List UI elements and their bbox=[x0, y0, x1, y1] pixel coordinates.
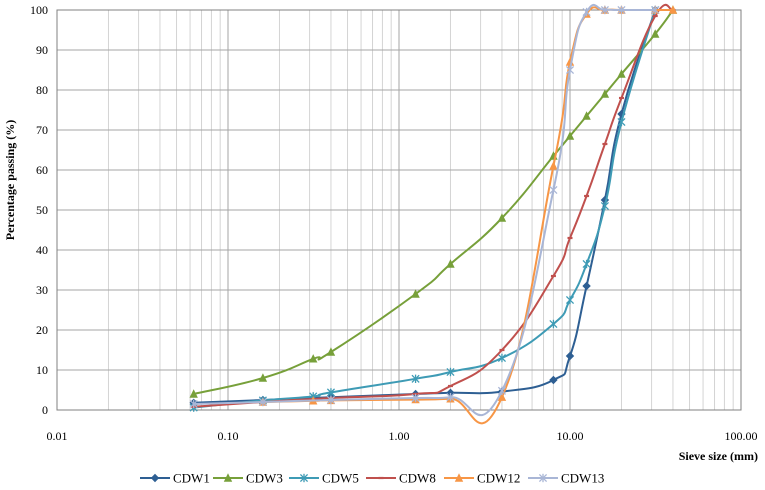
data-point bbox=[549, 185, 558, 195]
plot-area-border bbox=[56, 9, 742, 411]
legend-item-cdw1: CDW1 bbox=[140, 471, 210, 486]
data-point bbox=[446, 367, 455, 377]
data-point bbox=[326, 395, 336, 405]
data-point bbox=[446, 393, 455, 402]
data-point bbox=[617, 5, 626, 15]
legend-label: CDW1 bbox=[173, 471, 210, 486]
data-point bbox=[411, 289, 420, 298]
legend-marker bbox=[150, 473, 160, 483]
x-axis-title: Sieve size (mm) bbox=[679, 449, 758, 463]
y-tick-label: 0 bbox=[42, 403, 48, 417]
legend-item-cdw12: CDW12 bbox=[444, 471, 520, 486]
data-point bbox=[258, 373, 268, 382]
legend-item-cdw3: CDW3 bbox=[213, 471, 283, 486]
data-point bbox=[617, 117, 626, 127]
data-point bbox=[189, 399, 198, 409]
legend-label: CDW13 bbox=[561, 471, 604, 486]
series-line-cdw5 bbox=[193, 9, 657, 409]
legend-label: CDW12 bbox=[477, 471, 520, 486]
data-point bbox=[582, 259, 591, 269]
x-tick-label: 1.00 bbox=[389, 429, 410, 443]
data-point bbox=[651, 5, 660, 15]
series-line-cdw3 bbox=[193, 9, 674, 395]
data-point bbox=[565, 65, 575, 75]
data-point bbox=[497, 392, 507, 401]
series-lines bbox=[189, 3, 678, 425]
y-tick-label: 70 bbox=[36, 123, 48, 137]
data-point bbox=[617, 109, 626, 119]
legend-marker bbox=[538, 473, 548, 483]
y-axis-title: Percentage passing (%) bbox=[3, 120, 17, 240]
series-cdw1 bbox=[189, 5, 660, 407]
data-point bbox=[549, 319, 558, 329]
y-tick-label: 50 bbox=[36, 203, 48, 217]
series-line-cdw8 bbox=[193, 3, 674, 408]
data-point bbox=[651, 29, 660, 38]
x-tick-label: 10.00 bbox=[557, 429, 584, 443]
legend-item-cdw8: CDW8 bbox=[366, 471, 436, 486]
tick-labels: 0 10 20 30 40 50 60 70 80 90 100 0.01 0.10 1.00 10.00 1… bbox=[30, 3, 758, 443]
series-cdw5 bbox=[189, 5, 660, 412]
data-point bbox=[565, 131, 575, 140]
data-point bbox=[600, 89, 610, 98]
data-point bbox=[258, 397, 267, 407]
legend-item-cdw13: CDW13 bbox=[528, 471, 604, 486]
data-point bbox=[582, 7, 591, 17]
data-point bbox=[600, 5, 609, 15]
legend-marker bbox=[223, 473, 233, 482]
series-line-cdw12 bbox=[262, 6, 673, 425]
y-tick-label: 80 bbox=[36, 83, 48, 97]
x-tick-label: 0.01 bbox=[47, 429, 68, 443]
data-point bbox=[446, 259, 455, 268]
data-point bbox=[582, 111, 591, 120]
data-point bbox=[600, 201, 609, 211]
x-tick-label: 0.10 bbox=[218, 429, 239, 443]
legend: CDW1 CDW3 CDW5 CDW8 CDW12 CDW13 bbox=[140, 471, 604, 486]
series-cdw12 bbox=[258, 5, 678, 425]
legend-label: CDW8 bbox=[399, 471, 436, 486]
y-tick-label: 20 bbox=[36, 323, 48, 337]
legend-item-cdw5: CDW5 bbox=[289, 471, 359, 486]
data-point bbox=[326, 388, 336, 397]
data-point bbox=[582, 281, 591, 291]
data-point bbox=[497, 213, 507, 222]
legend-label: CDW5 bbox=[322, 471, 359, 486]
y-tick-label: 40 bbox=[36, 243, 48, 257]
legend-label: CDW3 bbox=[246, 471, 283, 486]
y-tick-label: 90 bbox=[36, 43, 48, 57]
data-point bbox=[497, 386, 507, 395]
y-tick-label: 30 bbox=[36, 283, 48, 297]
data-point bbox=[668, 5, 678, 14]
series-line-cdw1 bbox=[193, 9, 657, 404]
legend-marker bbox=[299, 473, 309, 483]
data-point bbox=[411, 374, 420, 383]
data-point bbox=[600, 195, 610, 205]
legend-marker bbox=[454, 473, 464, 482]
data-point bbox=[565, 351, 575, 361]
data-point bbox=[497, 353, 507, 363]
data-point bbox=[565, 295, 575, 305]
grid bbox=[56, 9, 741, 411]
data-point bbox=[617, 69, 626, 78]
data-point bbox=[549, 161, 558, 170]
data-point bbox=[326, 347, 336, 356]
y-tick-label: 10 bbox=[36, 363, 48, 377]
x-tick-label: 100.00 bbox=[725, 429, 758, 443]
series-cdw13 bbox=[189, 3, 660, 417]
data-point bbox=[189, 389, 198, 398]
y-tick-label: 100 bbox=[30, 3, 48, 17]
data-point bbox=[549, 375, 558, 385]
data-point bbox=[309, 354, 318, 363]
data-point bbox=[411, 393, 420, 403]
y-tick-label: 60 bbox=[36, 163, 48, 177]
